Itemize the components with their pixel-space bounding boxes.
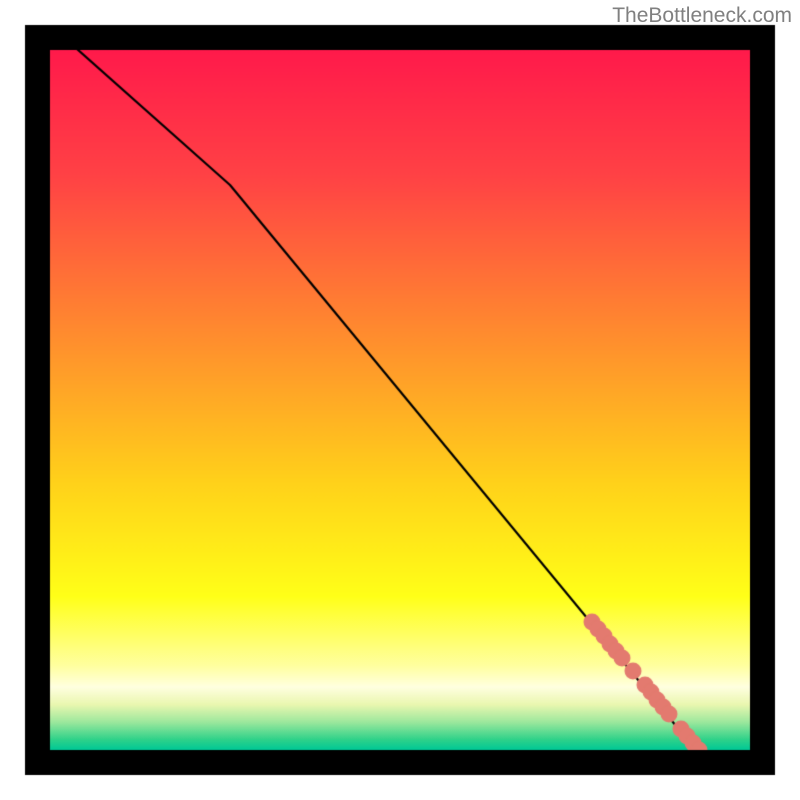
attribution-label: TheBottleneck.com (612, 4, 792, 28)
chart-container: TheBottleneck.com (0, 0, 800, 800)
bottleneck-chart-canvas (0, 0, 800, 800)
